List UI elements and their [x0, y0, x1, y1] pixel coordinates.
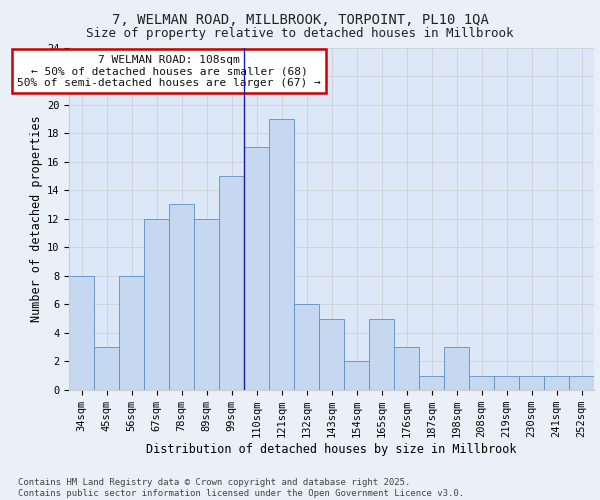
- Text: 7 WELMAN ROAD: 108sqm
← 50% of detached houses are smaller (68)
50% of semi-deta: 7 WELMAN ROAD: 108sqm ← 50% of detached …: [17, 54, 321, 88]
- Bar: [119, 276, 144, 390]
- X-axis label: Distribution of detached houses by size in Millbrook: Distribution of detached houses by size …: [146, 443, 517, 456]
- Bar: [519, 376, 544, 390]
- Text: 7, WELMAN ROAD, MILLBROOK, TORPOINT, PL10 1QA: 7, WELMAN ROAD, MILLBROOK, TORPOINT, PL1…: [112, 12, 488, 26]
- Bar: [394, 347, 419, 390]
- Bar: [194, 219, 219, 390]
- Text: Contains HM Land Registry data © Crown copyright and database right 2025.
Contai: Contains HM Land Registry data © Crown c…: [18, 478, 464, 498]
- Bar: [544, 376, 569, 390]
- Y-axis label: Number of detached properties: Number of detached properties: [29, 116, 43, 322]
- Bar: [369, 318, 394, 390]
- Bar: [469, 376, 494, 390]
- Bar: [219, 176, 244, 390]
- Text: Size of property relative to detached houses in Millbrook: Size of property relative to detached ho…: [86, 28, 514, 40]
- Bar: [144, 219, 169, 390]
- Bar: [294, 304, 319, 390]
- Bar: [94, 347, 119, 390]
- Bar: [169, 204, 194, 390]
- Bar: [269, 119, 294, 390]
- Bar: [319, 318, 344, 390]
- Bar: [69, 276, 94, 390]
- Bar: [244, 148, 269, 390]
- Bar: [569, 376, 594, 390]
- Bar: [494, 376, 519, 390]
- Bar: [344, 362, 369, 390]
- Bar: [444, 347, 469, 390]
- Bar: [419, 376, 444, 390]
